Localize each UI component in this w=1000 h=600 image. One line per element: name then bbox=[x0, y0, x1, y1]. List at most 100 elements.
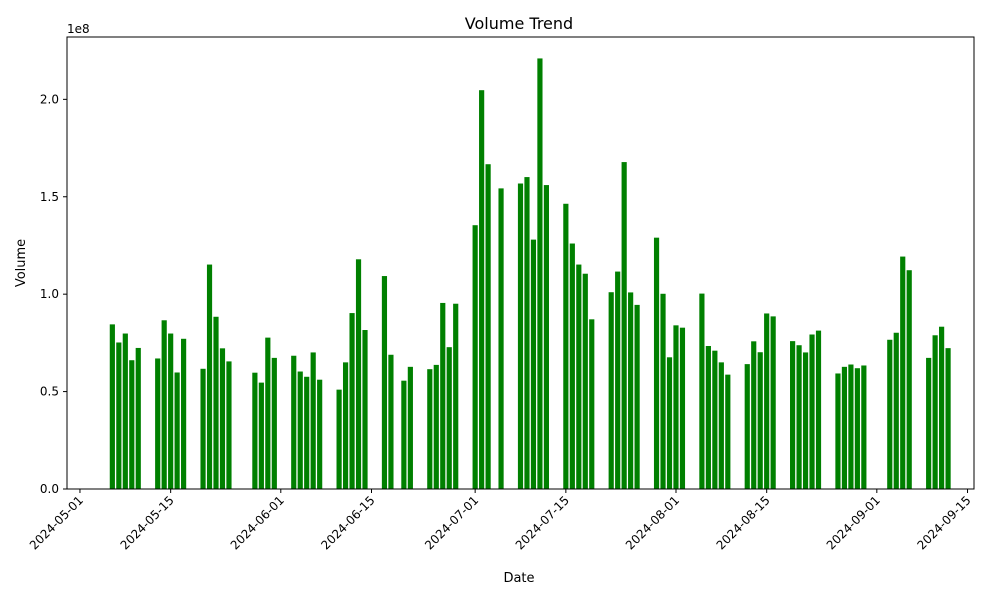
chart-title: Volume Trend bbox=[465, 14, 573, 33]
volume-bar bbox=[219, 348, 226, 489]
y-axis-label: Volume bbox=[14, 239, 29, 287]
volume-bar bbox=[589, 319, 595, 489]
volume-bar bbox=[615, 271, 621, 489]
volume-bar bbox=[517, 183, 524, 489]
volume-bar bbox=[841, 366, 848, 489]
volume-bar bbox=[122, 333, 128, 489]
volume-bar bbox=[226, 361, 232, 489]
volume-bar bbox=[213, 316, 219, 489]
volume-bar bbox=[699, 293, 705, 489]
volume-bar bbox=[608, 292, 614, 489]
volume-bar bbox=[168, 333, 174, 489]
y-tick-label: 0.0 bbox=[40, 482, 59, 496]
volume-bar bbox=[835, 373, 841, 489]
volume-bar bbox=[336, 389, 342, 489]
volume-bar bbox=[427, 369, 433, 489]
volume-bar bbox=[297, 371, 303, 489]
bars-group bbox=[109, 58, 951, 490]
y-tick-label: 0.5 bbox=[40, 385, 59, 399]
volume-bar bbox=[790, 341, 796, 489]
volume-bar bbox=[887, 339, 893, 489]
volume-bar bbox=[433, 364, 439, 489]
y-tick-label: 2.0 bbox=[40, 92, 59, 106]
volume-bar bbox=[582, 273, 588, 489]
volume-bar bbox=[479, 90, 485, 489]
volume-bar bbox=[621, 162, 627, 489]
volume-bar bbox=[569, 243, 575, 489]
x-tick-label: 2024-07-01 bbox=[422, 493, 481, 552]
volume-bar bbox=[926, 357, 932, 489]
plot-area-frame bbox=[66, 36, 975, 490]
volume-bar bbox=[764, 313, 770, 489]
volume-bar bbox=[725, 374, 731, 489]
volume-bar bbox=[453, 303, 459, 489]
volume-bar bbox=[906, 270, 912, 489]
volume-bar bbox=[271, 357, 277, 489]
volume-bar bbox=[537, 58, 543, 490]
volume-bar bbox=[757, 352, 763, 489]
volume-bar bbox=[712, 350, 718, 489]
volume-bar bbox=[809, 334, 815, 489]
volume-bar bbox=[751, 341, 757, 489]
volume-bar bbox=[252, 372, 258, 489]
volume-bar bbox=[848, 364, 854, 489]
volume-bar bbox=[628, 292, 634, 489]
y-axis-ticks: 0.0 0.5 1.0 1.5 2.0 bbox=[40, 92, 67, 496]
volume-bar bbox=[796, 345, 802, 489]
volume-bar bbox=[718, 362, 724, 489]
volume-bar bbox=[530, 239, 537, 489]
volume-bar bbox=[653, 237, 660, 489]
volume-bar bbox=[304, 376, 310, 489]
volume-bar bbox=[744, 364, 750, 489]
volume-bar bbox=[543, 185, 549, 489]
x-axis-ticks: 2024-05-01 2024-05-15 2024-06-01 2024-06-15… bbox=[27, 489, 974, 552]
volume-bar bbox=[705, 346, 711, 489]
volume-bar bbox=[446, 347, 452, 489]
x-tick-label: 2024-09-15 bbox=[914, 493, 973, 552]
volume-bar bbox=[310, 352, 316, 489]
volume-bar bbox=[401, 380, 407, 489]
volume-bar bbox=[265, 337, 271, 489]
volume-bar bbox=[666, 357, 673, 489]
volume-bar bbox=[576, 264, 582, 489]
volume-bar bbox=[524, 177, 530, 489]
volume-bar bbox=[407, 366, 413, 489]
volume-bar bbox=[200, 368, 206, 489]
volume-bar bbox=[815, 330, 822, 489]
x-tick-label: 2024-09-01 bbox=[824, 493, 883, 552]
volume-bar bbox=[440, 302, 446, 489]
x-tick-label: 2024-06-01 bbox=[228, 493, 287, 552]
volume-bar bbox=[932, 335, 938, 489]
volume-bar bbox=[317, 379, 323, 489]
x-axis-label: Date bbox=[503, 571, 534, 586]
volume-bar bbox=[945, 348, 951, 489]
volume-bar bbox=[679, 327, 686, 489]
volume-bar bbox=[155, 358, 161, 489]
volume-bar bbox=[174, 372, 180, 489]
volume-bar bbox=[854, 368, 860, 489]
volume-bar bbox=[770, 316, 776, 489]
volume-bar bbox=[181, 338, 187, 489]
volume-bar bbox=[135, 347, 141, 489]
volume-bar bbox=[161, 320, 167, 489]
volume-bar bbox=[861, 365, 867, 489]
y-axis-offset-label: 1e8 bbox=[67, 22, 90, 36]
volume-bar bbox=[381, 276, 388, 489]
volume-bar bbox=[893, 332, 899, 489]
volume-bar bbox=[634, 304, 640, 489]
volume-bar bbox=[563, 203, 569, 489]
volume-bar bbox=[498, 188, 504, 489]
volume-bar bbox=[349, 313, 355, 489]
volume-bar bbox=[129, 360, 135, 489]
volume-bar bbox=[258, 382, 264, 489]
volume-bar bbox=[900, 256, 906, 489]
x-tick-label: 2024-08-15 bbox=[714, 493, 773, 552]
volume-bar bbox=[109, 324, 115, 489]
volume-bar bbox=[116, 342, 122, 489]
volume-bar bbox=[802, 352, 809, 489]
volume-bar bbox=[939, 326, 945, 489]
x-tick-label: 2024-05-15 bbox=[118, 493, 177, 552]
volume-bar bbox=[342, 362, 349, 489]
volume-bar bbox=[362, 330, 368, 489]
